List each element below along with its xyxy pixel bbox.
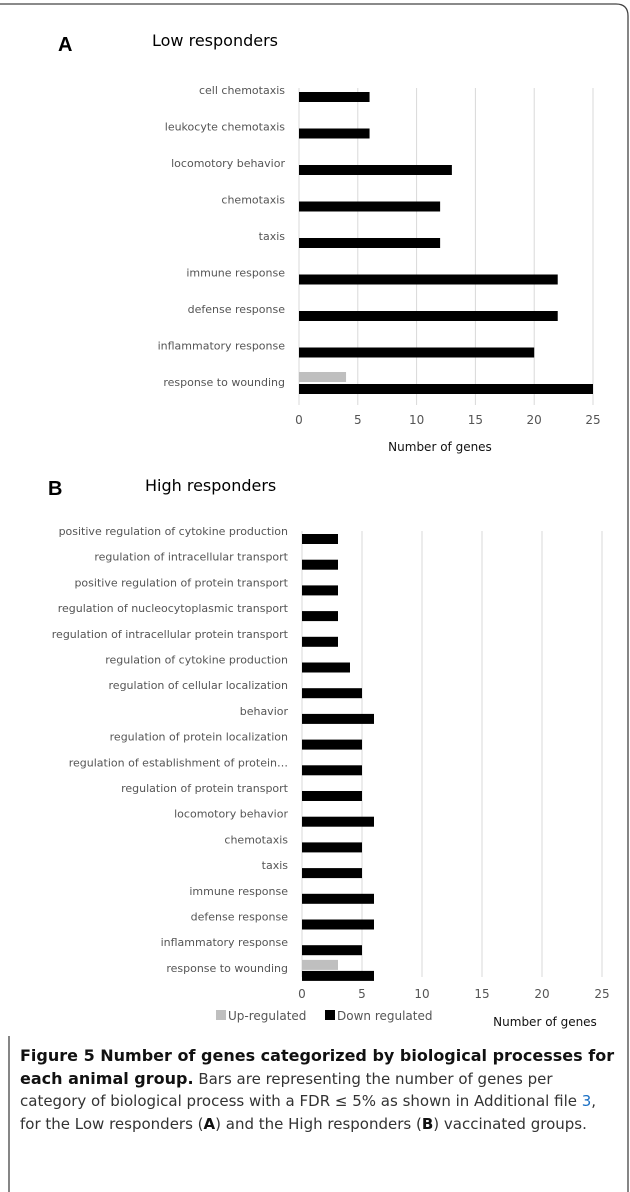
bar-up-regulated (299, 372, 347, 382)
category-label: regulation of intracellular transport (94, 551, 288, 564)
bar-down-regulated (302, 868, 362, 879)
category-label: regulation of intracellular protein tran… (52, 628, 289, 641)
category-label: regulation of nucleocytoplasmic transpor… (58, 602, 289, 615)
category-label: immune response (186, 267, 285, 280)
bar-down-regulated (302, 636, 338, 647)
chart-b: 0 5 10 15 20 25 positive regulation of cytokin… (52, 525, 610, 1029)
legend-swatch-down (325, 1010, 335, 1020)
bar-down-regulated (299, 384, 593, 394)
bar-down-regulated (302, 791, 362, 801)
bar-down-regulated (302, 585, 338, 596)
bar-down-regulated (302, 919, 374, 930)
category-label: inflammatory response (161, 936, 289, 949)
caption-text-2: , for the Low responders ( (20, 1092, 597, 1133)
bar-down-regulated (299, 201, 441, 212)
category-label: taxis (259, 230, 286, 243)
bar-down-regulated (299, 347, 535, 358)
x-tick-label: 0 (295, 413, 303, 427)
bar-down-regulated (302, 893, 374, 904)
category-label: chemotaxis (221, 194, 285, 207)
caption-text-3: ) and the High responders ( (215, 1114, 422, 1133)
category-label: defense response (188, 303, 286, 316)
bar-down-regulated (299, 92, 370, 102)
category-label: response to wounding (166, 962, 288, 975)
x-tick-label: 0 (298, 987, 306, 1001)
x-tick-label: 5 (354, 413, 362, 427)
bar-down-regulated (299, 128, 370, 139)
x-axis-label: Number of genes (493, 1015, 597, 1029)
x-tick-label: 5 (358, 987, 366, 1001)
bar-down-regulated (299, 238, 441, 248)
category-label: leukocyte chemotaxis (165, 121, 285, 134)
bar-down-regulated (302, 945, 362, 956)
chart-a: 0 5 10 15 20 25 cell chemotaxis leukocyte chemo… (158, 84, 601, 454)
category-label: taxis (262, 859, 289, 872)
category-label: locomotory behavior (171, 157, 285, 170)
bar-down-regulated (302, 559, 338, 570)
bar-down-regulated (299, 274, 558, 285)
legend-label-up: Up-regulated (228, 1009, 306, 1023)
x-tick-label: 20 (527, 413, 542, 427)
bar-down-regulated (302, 970, 374, 981)
bar-down-regulated (302, 765, 362, 776)
category-label: behavior (240, 705, 289, 718)
category-label: immune response (189, 885, 288, 898)
legend-label-down: Down regulated (337, 1009, 432, 1023)
category-label: regulation of cytokine production (105, 654, 288, 667)
category-label: regulation of protein localization (110, 731, 288, 744)
bar-down-regulated (302, 688, 362, 699)
panel-a-letter: A (58, 34, 73, 56)
bar-down-regulated (302, 739, 362, 750)
caption-panel-b-ref: B (421, 1114, 434, 1133)
x-tick-label: 15 (468, 413, 483, 427)
x-axis-label: Number of genes (388, 440, 492, 454)
panel-b-title: High responders (145, 476, 277, 495)
panel-b-letter: B (48, 478, 63, 500)
bar-down-regulated (302, 842, 362, 853)
category-label: regulation of protein transport (121, 782, 289, 795)
bar-down-regulated (299, 311, 558, 321)
x-tick-label: 10 (409, 413, 424, 427)
x-tick-label: 10 (414, 987, 429, 1001)
bar-down-regulated (302, 816, 374, 827)
category-label: positive regulation of protein transport (74, 576, 288, 589)
bar-down-regulated (302, 611, 338, 622)
panel-a-title: Low responders (152, 31, 278, 50)
caption-panel-a-ref: A (203, 1114, 216, 1133)
caption-text-4: ) vaccinated groups. (433, 1114, 587, 1133)
bar-down-regulated (302, 534, 338, 544)
category-label: positive regulation of cytokine producti… (59, 525, 288, 538)
category-label: chemotaxis (224, 833, 288, 846)
category-label: locomotory behavior (174, 808, 288, 821)
x-tick-label: 25 (594, 987, 609, 1001)
category-label: defense response (191, 911, 289, 924)
caption-heading: Figure 5 Number of genes categorized by … (20, 1046, 615, 1088)
legend-swatch-up (216, 1010, 226, 1020)
bar-down-regulated (302, 713, 374, 724)
bar-down-regulated (299, 165, 452, 175)
x-tick-label: 25 (585, 413, 600, 427)
figure-caption: Figure 5 Number of genes categorized by … (20, 1045, 620, 1135)
caption-text-1: Bars are representing the number of gene… (20, 1069, 582, 1111)
category-label: response to wounding (163, 376, 285, 389)
bar-down-regulated (302, 662, 350, 673)
x-tick-label: 20 (534, 987, 549, 1001)
additional-file-link[interactable]: 3 (581, 1092, 592, 1110)
category-label: cell chemotaxis (199, 84, 285, 97)
category-label: regulation of cellular localization (109, 679, 288, 692)
x-tick-label: 15 (474, 987, 489, 1001)
category-label: regulation of establishment of protein… (69, 756, 288, 769)
category-label: inflammatory response (158, 340, 286, 353)
bar-up-regulated (302, 959, 338, 970)
